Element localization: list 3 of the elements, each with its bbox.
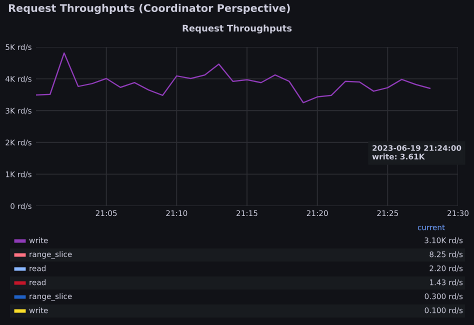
- chart-title: Request Throughputs (Coordinator Perspective): [8, 4, 290, 14]
- chart-subtitle: Request Throughputs: [182, 24, 292, 34]
- line-series: [36, 52, 430, 104]
